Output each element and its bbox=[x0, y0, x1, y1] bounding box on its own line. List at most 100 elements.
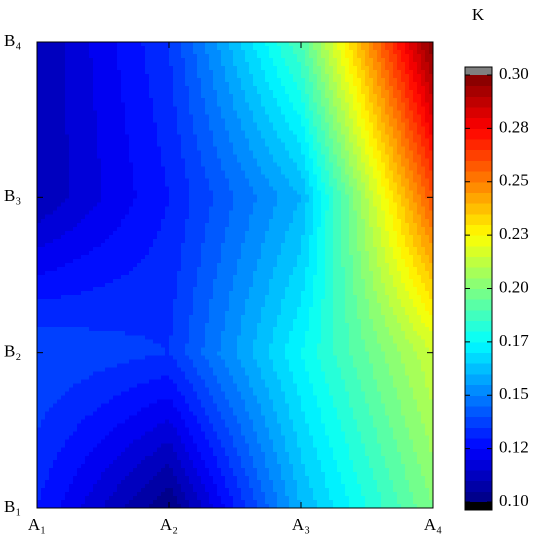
contour-cell bbox=[85, 138, 90, 144]
contour-cell bbox=[137, 283, 142, 288]
contour-cell bbox=[45, 443, 50, 449]
contour-cell bbox=[145, 142, 150, 148]
contour-cell bbox=[157, 218, 162, 224]
contour-cell bbox=[37, 415, 42, 421]
contour-cell bbox=[93, 66, 98, 71]
contour-cell bbox=[93, 110, 98, 115]
contour-cell bbox=[69, 403, 74, 409]
contour-cell bbox=[149, 246, 154, 252]
contour-cell bbox=[101, 162, 106, 168]
contour-cell bbox=[109, 194, 114, 200]
contour-cell bbox=[117, 471, 122, 477]
contour-cell bbox=[137, 258, 142, 264]
contour-cell bbox=[125, 411, 130, 417]
contour-cell bbox=[141, 234, 146, 240]
contour-cell bbox=[173, 178, 178, 184]
contour-cell bbox=[157, 134, 162, 140]
contour-cell bbox=[101, 98, 106, 103]
contour-cell bbox=[141, 246, 146, 252]
contour-cell bbox=[77, 182, 82, 188]
contour-cell bbox=[81, 395, 86, 401]
contour-cell bbox=[137, 459, 142, 465]
contour-cell bbox=[129, 411, 134, 417]
contour-cell bbox=[65, 379, 70, 385]
contour-cell bbox=[41, 166, 46, 172]
contour-cell bbox=[69, 407, 74, 413]
contour-cell bbox=[197, 323, 202, 328]
contour-cell bbox=[177, 347, 182, 352]
contour-cell bbox=[57, 70, 62, 75]
contour-cell bbox=[177, 355, 182, 360]
contour-cell bbox=[109, 431, 114, 437]
contour-cell bbox=[137, 479, 142, 485]
contour-cell bbox=[125, 503, 130, 509]
contour-cell bbox=[101, 367, 106, 373]
contour-cell bbox=[81, 383, 86, 389]
contour-cell bbox=[169, 146, 174, 152]
contour-cell bbox=[57, 427, 62, 433]
contour-cell bbox=[49, 279, 54, 284]
contour-cell bbox=[153, 483, 158, 489]
contour-cell bbox=[117, 483, 122, 489]
contour-cell bbox=[41, 146, 46, 152]
contour-cell bbox=[165, 230, 170, 236]
contour-cell bbox=[37, 399, 42, 405]
contour-cell bbox=[133, 395, 138, 401]
contour-cell bbox=[113, 455, 118, 461]
contour-cell bbox=[113, 122, 118, 127]
contour-cell bbox=[189, 391, 194, 397]
contour-cell bbox=[205, 234, 210, 240]
contour-cell bbox=[133, 303, 138, 308]
contour-cell bbox=[85, 258, 90, 264]
contour-cell bbox=[161, 210, 166, 216]
contour-cell bbox=[165, 387, 170, 393]
contour-cell bbox=[185, 166, 190, 172]
contour-cell bbox=[181, 230, 186, 236]
contour-cell bbox=[49, 122, 54, 127]
contour-cell bbox=[37, 291, 42, 296]
contour-cell bbox=[149, 190, 154, 196]
contour-cell bbox=[89, 190, 94, 196]
contour-cell bbox=[149, 363, 154, 368]
contour-cell bbox=[57, 58, 62, 63]
contour-cell bbox=[77, 174, 82, 180]
contour-cell bbox=[137, 62, 142, 67]
contour-cell bbox=[53, 443, 58, 449]
contour-cell bbox=[61, 307, 66, 312]
contour-cell bbox=[81, 483, 86, 489]
contour-cell bbox=[125, 483, 130, 489]
contour-cell bbox=[121, 339, 126, 344]
contour-cell bbox=[121, 190, 126, 196]
contour-cell bbox=[129, 339, 134, 344]
contour-cell bbox=[57, 118, 62, 123]
contour-cell bbox=[65, 431, 70, 437]
contour-cell bbox=[101, 54, 106, 59]
contour-cell bbox=[49, 391, 54, 397]
contour-cell bbox=[45, 331, 50, 336]
contour-cell bbox=[113, 439, 118, 445]
contour-cell bbox=[133, 323, 138, 328]
contour-cell bbox=[189, 495, 194, 501]
contour-cell bbox=[189, 327, 194, 332]
contour-cell bbox=[125, 351, 130, 356]
contour-cell bbox=[153, 311, 158, 316]
contour-cell bbox=[85, 146, 90, 152]
contour-cell bbox=[69, 262, 74, 268]
contour-cell bbox=[105, 118, 110, 123]
contour-cell bbox=[153, 423, 158, 429]
contour-cell bbox=[109, 419, 114, 425]
contour-cell bbox=[45, 339, 50, 344]
contour-cell bbox=[165, 291, 170, 296]
contour-cell bbox=[41, 287, 46, 292]
contour-cell bbox=[117, 58, 122, 63]
contour-cell bbox=[89, 435, 94, 441]
contour-cell bbox=[129, 351, 134, 356]
contour-cell bbox=[165, 178, 170, 184]
contour-cell bbox=[125, 295, 130, 300]
contour-cell bbox=[61, 503, 66, 509]
contour-cell bbox=[85, 230, 90, 236]
contour-cell bbox=[65, 230, 70, 236]
contour-cell bbox=[105, 379, 110, 385]
contour-cell bbox=[169, 443, 174, 449]
contour-cell bbox=[137, 483, 142, 489]
